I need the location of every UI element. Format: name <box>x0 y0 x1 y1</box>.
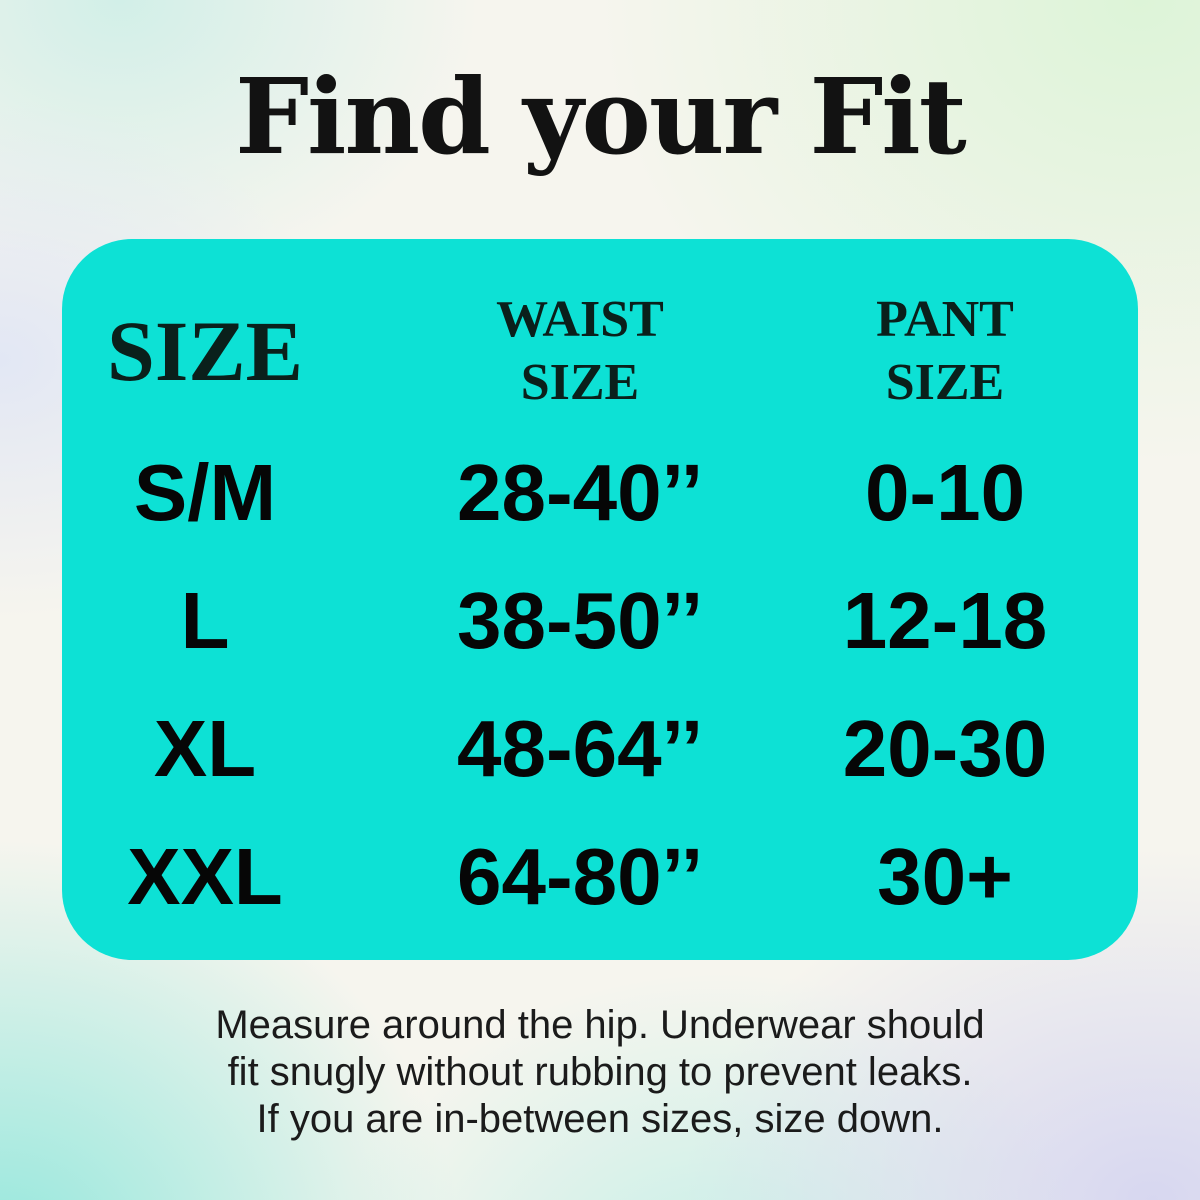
column-header-size: SIZE <box>106 303 304 399</box>
row-sm-waist-size: 28-40’’ <box>456 448 704 537</box>
row-l-size-label: L <box>180 576 230 665</box>
column-header-waist-line1: WAIST <box>496 290 664 348</box>
row-l-pant-size: 12-18 <box>842 576 1048 665</box>
row-xl-pant-size: 20-30 <box>842 704 1048 793</box>
column-header-waist-line2: SIZE <box>520 354 640 411</box>
row-sm-pant-size: 0-10 <box>864 448 1026 537</box>
size-chart-card: SIZE WAIST SIZE PANT SIZE S/M 28-40’’ 0-… <box>62 239 1138 960</box>
row-xl-waist-size: 48-64’’ <box>456 704 704 793</box>
column-header-pant-size: PANT SIZE <box>876 254 1014 415</box>
row-l-waist-size: 38-50’’ <box>456 576 704 665</box>
column-header-pant-line2: SIZE <box>885 354 1005 411</box>
row-xxl-waist-size: 64-80’’ <box>456 832 704 921</box>
page-title: Find your Fit <box>235 55 967 178</box>
column-header-waist-size: WAIST SIZE <box>496 254 664 415</box>
fit-note-line-2: fit snugly without rubbing to prevent le… <box>227 1050 973 1095</box>
row-sm-size-label: S/M <box>133 448 277 537</box>
row-xl-size-label: XL <box>153 704 257 793</box>
size-table: SIZE WAIST SIZE PANT SIZE S/M 28-40’’ 0-… <box>62 239 1138 960</box>
fit-note-line-1: Measure around the hip. Underwear should <box>215 1003 985 1047</box>
row-xxl-size-label: XXL <box>127 832 283 921</box>
column-header-pant-line1: PANT <box>876 290 1014 348</box>
fit-note-line-3: If you are in-between sizes, size down. <box>256 1097 944 1142</box>
row-xxl-pant-size: 30+ <box>877 832 1013 921</box>
fit-note: Measure around the hip. Underwear should… <box>0 1002 1200 1144</box>
